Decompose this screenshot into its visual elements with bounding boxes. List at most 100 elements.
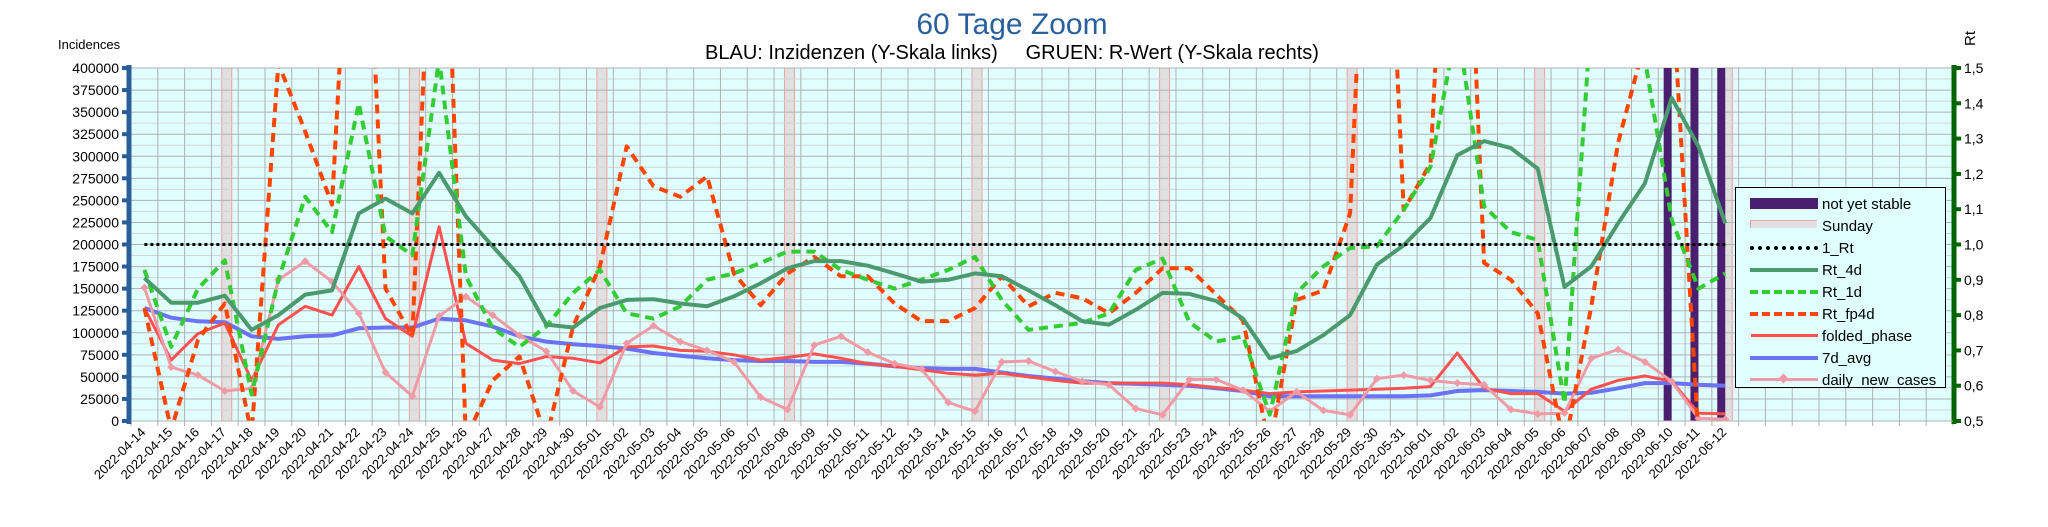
legend-swatch [1750,265,1818,275]
y-right-tick-label: 0,8 [1964,307,1984,323]
y-left-tick-label: 50000 [80,369,119,385]
chart-subtitle: BLAU: Inzidenzen (Y-Skala links) GRUEN: … [705,42,1319,64]
y-left-tick-label: 125000 [72,303,119,319]
legend-swatch [1750,243,1818,253]
legend-swatch [1750,198,1818,209]
legend: not yet stable Sunday 1_Rt Rt_4d Rt_1d R… [1735,187,1946,389]
y-right-tick-label: 1,5 [1964,60,1984,76]
legend-label: 1_Rt [1822,239,1854,257]
data-point-daily-new-cases [1587,354,1596,363]
data-point-daily-new-cases [1614,345,1623,354]
y-right-tick-label: 0,9 [1964,272,1984,288]
y-left-tick-label: 150000 [72,281,119,297]
legend-item-rt-1d: Rt_1d [1750,281,1862,303]
data-point-daily-new-cases [783,405,792,414]
data-point-daily-new-cases [167,363,176,372]
y-right-tick-label: 0,5 [1964,413,1984,429]
data-point-daily-new-cases [1078,377,1087,386]
data-point-daily-new-cases [1560,409,1569,418]
data-point-daily-new-cases [1185,375,1194,384]
data-point-daily-new-cases [408,392,417,401]
data-point-daily-new-cases [515,331,524,340]
data-point-daily-new-cases [220,386,229,395]
data-point-daily-new-cases [1131,404,1140,413]
series-line-rt-fp4d [142,68,1700,421]
legend-label: 7d_avg [1822,349,1872,367]
data-point-daily-new-cases [1426,376,1435,385]
legend-label: Rt_4d [1822,261,1863,279]
y-axis-left-label: Incidences [58,37,121,52]
legend-swatch [1750,353,1818,363]
y-right-tick-label: 0,7 [1964,342,1984,358]
data-point-daily-new-cases [649,321,658,330]
data-point-daily-new-cases [1372,374,1381,383]
data-point-daily-new-cases [1346,410,1355,419]
data-point-daily-new-cases [1640,357,1649,366]
data-point-daily-new-cases [810,341,819,350]
data-point-daily-new-cases [1024,356,1033,365]
data-point-daily-new-cases [703,346,712,355]
legend-swatch [1750,331,1818,341]
data-point-daily-new-cases [1238,386,1247,395]
data-point-daily-new-cases [1721,415,1730,421]
data-point-daily-new-cases [863,348,872,357]
data-point-daily-new-cases [837,332,846,341]
data-point-daily-new-cases [890,359,899,368]
series-line-rt-1d [142,68,1727,417]
y-left-tick-label: 250000 [72,192,119,208]
data-point-daily-new-cases [1533,409,1542,418]
data-point-daily-new-cases [461,292,470,301]
legend-label: Sunday [1822,217,1873,235]
y-right-tick-label: 0,6 [1964,378,1984,394]
y-left-tick-label: 325000 [72,126,119,142]
chart-title: 60 Tage Zoom [916,8,1108,41]
data-point-daily-new-cases [917,364,926,373]
data-point-daily-new-cases [381,368,390,377]
y-left-tick-label: 25000 [80,391,119,407]
legend-item-rt-fp4d: Rt_fp4d [1750,303,1875,325]
data-point-daily-new-cases [301,257,310,266]
data-point-daily-new-cases [1694,414,1703,421]
series-line-daily-new-cases [142,259,1726,421]
data-point-daily-new-cases [1506,405,1515,414]
data-point-daily-new-cases [488,311,497,320]
legend-label: Rt_1d [1822,283,1863,301]
y-right-tick-label: 1,3 [1964,131,1984,147]
data-point-daily-new-cases [569,386,578,395]
legend-swatch [1750,287,1818,297]
data-point-daily-new-cases [1480,380,1489,389]
y-left-tick-label: 175000 [72,259,119,275]
y-right-tick-label: 1,0 [1964,237,1984,253]
y-left-tick-label: 200000 [72,237,119,253]
data-point-daily-new-cases [944,398,953,407]
data-point-daily-new-cases [435,311,444,320]
series-line-folded-phase [143,225,1726,416]
data-point-daily-new-cases [676,337,685,346]
data-point-daily-new-cases [1292,387,1301,396]
data-point-daily-new-cases [193,371,202,380]
data-point-daily-new-cases [595,402,604,411]
legend-label: Rt_fp4d [1822,305,1875,323]
y-left-tick-label: 100000 [72,325,119,341]
data-point-daily-new-cases [756,393,765,402]
legend-label: not yet stable [1822,195,1912,213]
legend-item-folded-phase: folded_phase [1750,325,1912,347]
data-point-daily-new-cases [1212,375,1221,384]
data-point-daily-new-cases [1319,406,1328,415]
y-right-tick-label: 1,2 [1964,166,1984,182]
series-line-rt-4d [143,96,1728,361]
legend-swatch [1750,309,1818,319]
legend-item-7d-avg: 7d_avg [1750,347,1871,369]
data-point-daily-new-cases [1104,380,1113,389]
legend-swatch [1750,373,1818,385]
y-left-tick-label: 400000 [72,60,119,76]
data-point-daily-new-cases [354,309,363,318]
y-axis-right-label: Rt [1962,31,1979,46]
y-left-tick-label: 375000 [72,82,119,98]
y-left-tick-label: 225000 [72,214,119,230]
data-point-daily-new-cases [140,283,149,292]
y-left-tick-label: 350000 [72,104,119,120]
not-yet-stable-bar [1717,68,1726,421]
legend-item-sunday: Sunday [1750,215,1873,237]
